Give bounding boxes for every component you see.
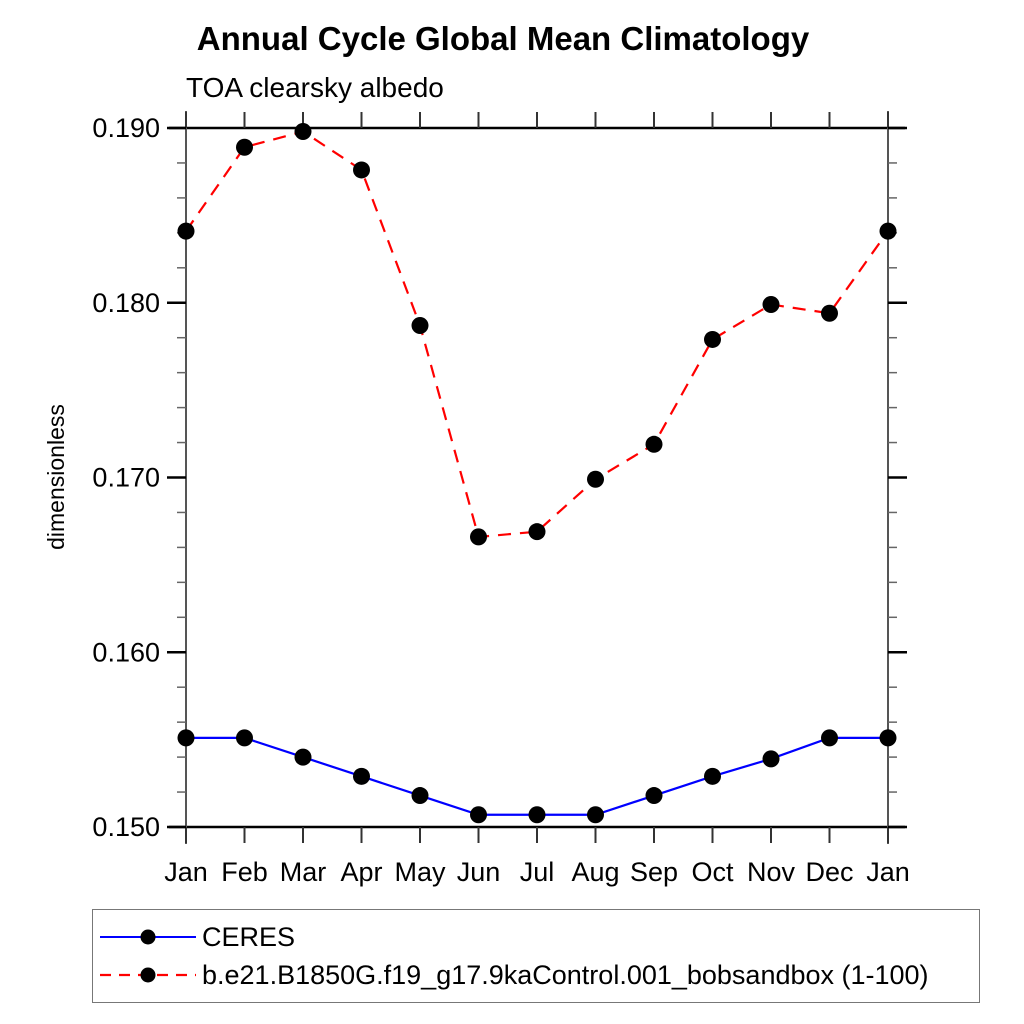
legend-box: CERES b.e21.B1850G.f19_g17.9kaControl.00… — [92, 909, 980, 1003]
model-line-sample — [100, 967, 196, 983]
x-tick-label: Nov — [747, 857, 796, 887]
x-tick-label: Mar — [280, 857, 327, 887]
legend-item-model: b.e21.B1850G.f19_g17.9kaControl.001_bobs… — [98, 960, 979, 991]
legend-item-ceres: CERES — [98, 922, 979, 953]
x-tick-label: Sep — [630, 857, 678, 887]
y-tick-label: 0.180 — [92, 288, 160, 318]
legend-label-model: b.e21.B1850G.f19_g17.9kaControl.001_bobs… — [202, 959, 929, 990]
data-point-marker — [704, 767, 721, 785]
data-point-marker — [762, 295, 780, 313]
data-point-marker — [294, 122, 312, 140]
data-point-marker — [294, 748, 312, 766]
y-tick-label: 0.150 — [92, 812, 160, 842]
data-point-marker — [645, 435, 663, 453]
data-point-marker — [879, 222, 897, 240]
series-line-1 — [185, 130, 889, 539]
data-point-marker — [177, 222, 195, 240]
data-point-marker — [353, 767, 370, 785]
data-point-marker — [879, 729, 897, 747]
data-point-marker — [762, 750, 780, 768]
ceres-marker-icon — [140, 929, 156, 945]
model-marker-icon — [140, 967, 156, 983]
data-point-marker — [587, 806, 604, 824]
chart-subtitle: TOA clearsky albedo — [186, 72, 444, 103]
data-point-marker — [470, 528, 487, 546]
data-point-marker — [353, 161, 370, 179]
data-point-marker — [411, 316, 429, 334]
chart-title: Annual Cycle Global Mean Climatology — [196, 20, 810, 57]
data-point-marker — [528, 806, 546, 824]
data-point-marker — [645, 787, 663, 805]
x-tick-label: Aug — [571, 857, 619, 887]
x-tick-label: Jan — [866, 857, 910, 887]
plot-area: Jan Feb Mar Apr May Jun Jul Aug Sep Oct Nov Dec Jan0… — [92, 111, 910, 887]
x-tick-label: Jul — [520, 857, 555, 887]
ceres-line-sample — [100, 929, 196, 945]
data-point-marker — [821, 304, 838, 322]
legend-label-ceres: CERES — [202, 921, 296, 952]
x-tick-label: Feb — [221, 857, 268, 887]
data-point-marker — [177, 729, 195, 747]
y-tick-label: 0.170 — [92, 463, 160, 493]
x-tick-label: Apr — [340, 857, 382, 887]
data-point-marker — [821, 729, 838, 747]
x-tick-label: Jan — [164, 857, 208, 887]
data-point-marker — [411, 787, 429, 805]
y-tick-label: 0.160 — [92, 637, 160, 667]
y-tick-label: 0.190 — [92, 113, 160, 143]
data-point-marker — [236, 138, 253, 156]
data-point-marker — [528, 523, 546, 541]
data-point-marker — [587, 470, 604, 488]
data-point-marker — [236, 729, 253, 747]
data-point-marker — [704, 330, 721, 348]
x-tick-label: Jun — [457, 857, 501, 887]
x-tick-label: May — [394, 857, 446, 887]
series-line-0 — [186, 736, 888, 816]
x-tick-label: Dec — [805, 857, 853, 887]
x-tick-label: Oct — [691, 857, 734, 887]
data-point-marker — [470, 806, 487, 824]
